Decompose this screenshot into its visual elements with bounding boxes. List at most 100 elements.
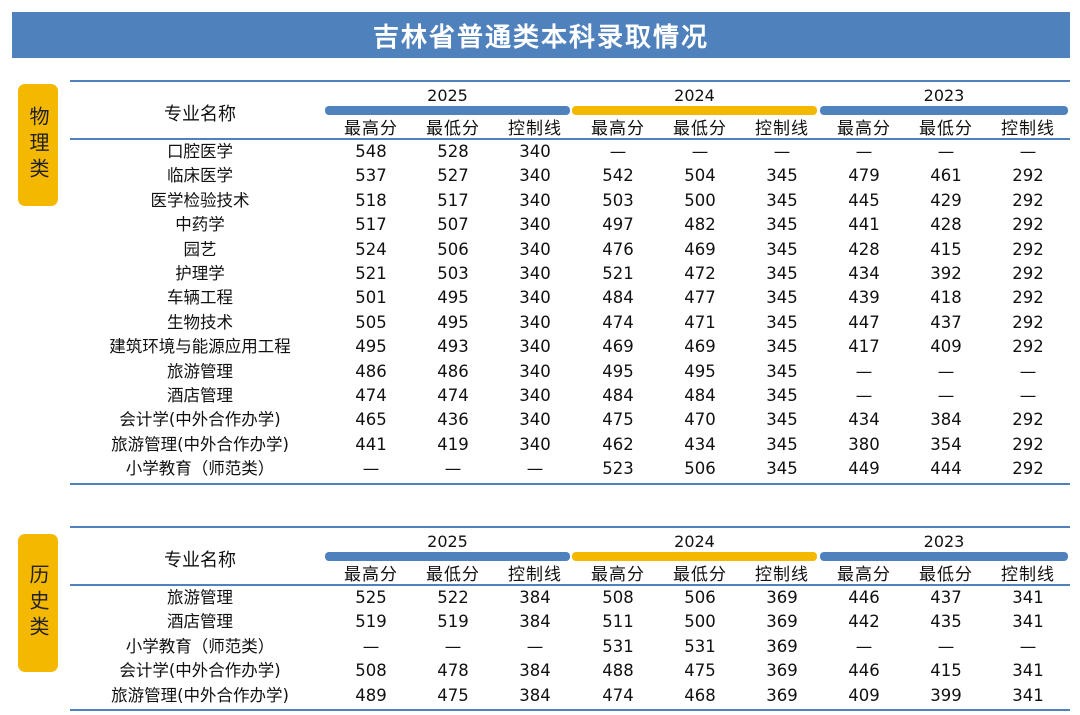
score-cell: 469 (602, 337, 634, 357)
score-cell: 495 (355, 337, 387, 357)
column-header-max: 最高分 (344, 565, 398, 585)
score-cell: 354 (930, 434, 962, 454)
score-cell: 507 (437, 215, 469, 235)
table-row: 中药学 517 507 340 497 482 345 441 428 292 (70, 213, 1070, 237)
major-name: 会计学(中外合作办学) (119, 410, 281, 430)
score-cell: 369 (766, 588, 798, 607)
score-cell: — (937, 636, 955, 656)
table-row: 临床医学 537 527 340 542 504 345 479 461 292 (70, 164, 1070, 188)
score-cell: 345 (766, 190, 798, 210)
score-cell: 461 (930, 166, 962, 186)
year-bar (820, 106, 1068, 115)
score-cell: 415 (930, 661, 962, 681)
score-cell: 345 (766, 410, 798, 430)
score-cell: 471 (684, 312, 716, 332)
score-cell: 477 (684, 288, 716, 308)
score-cell: 497 (602, 215, 634, 235)
column-header-max: 最高分 (591, 119, 645, 139)
score-cell: 340 (519, 312, 551, 332)
table-row: 旅游管理 486 486 340 495 495 345 — — — (70, 360, 1070, 384)
score-cell: 495 (602, 361, 634, 381)
score-cell: 415 (930, 239, 962, 259)
table-row: 旅游管理 525 522 384 508 506 369 446 437 341 (70, 586, 1070, 610)
score-cell: — (526, 459, 544, 479)
major-name: 酒店管理 (167, 385, 233, 405)
major-name: 小学教育（师范类） (125, 636, 275, 656)
major-name: 车辆工程 (167, 288, 233, 308)
table-bottom-line (70, 482, 1070, 485)
table-row: 生物技术 505 495 340 474 471 345 447 437 292 (70, 311, 1070, 335)
score-cell: — (444, 459, 462, 479)
score-cell: 489 (355, 685, 387, 705)
score-cell: 517 (355, 215, 387, 235)
table-row: 酒店管理 519 519 384 511 500 369 442 435 341 (70, 610, 1070, 634)
score-cell: 495 (437, 312, 469, 332)
score-cell: 345 (766, 263, 798, 283)
score-cell: 517 (437, 190, 469, 210)
score-cell: 474 (602, 312, 634, 332)
score-cell: 531 (684, 636, 716, 656)
score-cell: — (362, 459, 380, 479)
score-cell: 521 (602, 263, 634, 283)
score-cell: 399 (930, 685, 962, 705)
score-cell: — (855, 385, 873, 405)
score-cell: 469 (684, 337, 716, 357)
major-name: 小学教育（师范类） (125, 459, 275, 479)
column-header-control: 控制线 (1001, 565, 1055, 585)
score-cell: — (526, 636, 544, 656)
score-cell: 519 (355, 612, 387, 632)
score-cell: 369 (766, 636, 798, 656)
score-cell: — (1019, 361, 1037, 381)
score-cell: 417 (848, 337, 880, 357)
table-row: 医学检验技术 518 517 340 503 500 345 445 429 292 (70, 189, 1070, 213)
score-cell: 345 (766, 166, 798, 186)
score-cell: 392 (930, 263, 962, 283)
score-cell: — (937, 385, 955, 405)
table-row: 旅游管理(中外合作办学) 441 419 340 462 434 345 380 354 292 (70, 433, 1070, 457)
score-cell: 508 (355, 661, 387, 681)
score-cell: 435 (930, 612, 962, 632)
score-cell: 345 (766, 434, 798, 454)
score-cell: 527 (437, 166, 469, 186)
score-cell: 482 (684, 215, 716, 235)
score-cell: 475 (437, 685, 469, 705)
score-cell: 518 (355, 190, 387, 210)
score-cell: 484 (602, 288, 634, 308)
score-cell: 469 (684, 239, 716, 259)
score-cell: 523 (602, 459, 634, 479)
score-cell: 384 (519, 685, 551, 705)
score-cell: 340 (519, 263, 551, 283)
score-cell: 429 (930, 190, 962, 210)
section-label-history: 历史类 (18, 534, 58, 672)
score-cell: 525 (355, 588, 387, 607)
score-cell: 505 (355, 312, 387, 332)
score-cell: 531 (602, 636, 634, 656)
score-cell: 437 (930, 588, 962, 607)
year-bar (572, 552, 817, 561)
score-cell: 472 (684, 263, 716, 283)
major-name: 护理学 (175, 263, 225, 283)
score-cell: 292 (1012, 215, 1044, 235)
score-cell: 345 (766, 337, 798, 357)
score-cell: 384 (519, 661, 551, 681)
score-cell: 446 (848, 661, 880, 681)
score-cell: 475 (602, 410, 634, 430)
score-cell: 384 (519, 612, 551, 632)
year-bar (820, 552, 1068, 561)
score-cell: — (855, 636, 873, 656)
score-cell: 419 (437, 434, 469, 454)
score-cell: 479 (848, 166, 880, 186)
score-cell: 369 (766, 685, 798, 705)
major-name: 旅游管理 (167, 588, 233, 607)
major-name: 医学检验技术 (150, 190, 250, 210)
score-cell: 409 (848, 685, 880, 705)
score-cell: 380 (848, 434, 880, 454)
score-cell: 474 (355, 385, 387, 405)
score-cell: 340 (519, 190, 551, 210)
score-cell: — (691, 142, 709, 161)
year-bar (325, 552, 570, 561)
column-header-name: 专业名称 (164, 550, 236, 571)
major-name: 会计学(中外合作办学) (119, 661, 281, 681)
page-title: 吉林省普通类本科录取情况 (12, 12, 1070, 58)
score-cell: 345 (766, 215, 798, 235)
